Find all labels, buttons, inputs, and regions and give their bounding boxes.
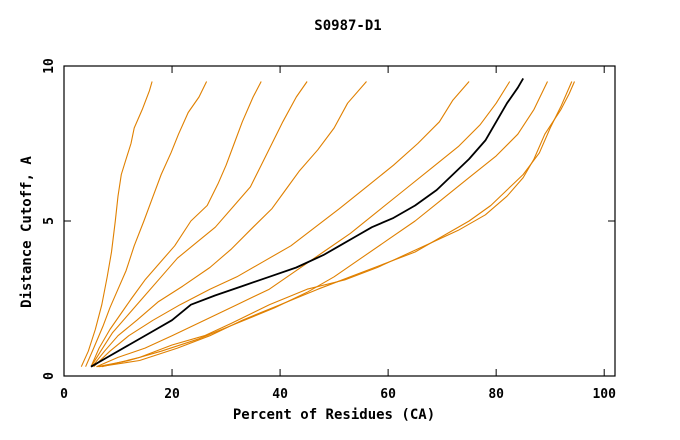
- series-line-curve-8: [97, 81, 548, 368]
- y-tick-label: 0: [42, 372, 57, 380]
- y-tick-label: 5: [42, 217, 57, 225]
- series-line-curve-9: [99, 81, 573, 368]
- series-line-curve-4: [90, 81, 308, 367]
- series-line-highlighted: [90, 77, 524, 368]
- tick-labels: 0 20 40 60 80 100 0 5 10: [42, 58, 616, 402]
- x-tick-label: 80: [488, 387, 504, 402]
- x-tick-label: 40: [272, 387, 288, 402]
- series-line-curve-6: [93, 81, 470, 368]
- series-line-curve-2: [85, 81, 208, 367]
- y-axis-label: Distance Cutoff, A: [19, 156, 35, 308]
- series-line-curve-5: [91, 81, 367, 368]
- x-tick-label: 0: [60, 387, 68, 402]
- series-line-curve-3: [90, 81, 262, 367]
- x-tick-label: 60: [380, 387, 396, 402]
- series-line-curve-1: [80, 81, 153, 367]
- series-line-curve-7: [96, 81, 511, 368]
- x-axis-label: Percent of Residues (CA): [233, 407, 435, 423]
- x-tick-label: 100: [592, 387, 616, 402]
- chart-title: S0987-D1: [314, 18, 381, 34]
- y-tick-label: 10: [42, 58, 57, 74]
- x-tick-label: 20: [164, 387, 180, 402]
- series-lines: [80, 77, 576, 368]
- series-line-curve-10: [101, 81, 576, 368]
- axis-ticks: [63, 65, 615, 377]
